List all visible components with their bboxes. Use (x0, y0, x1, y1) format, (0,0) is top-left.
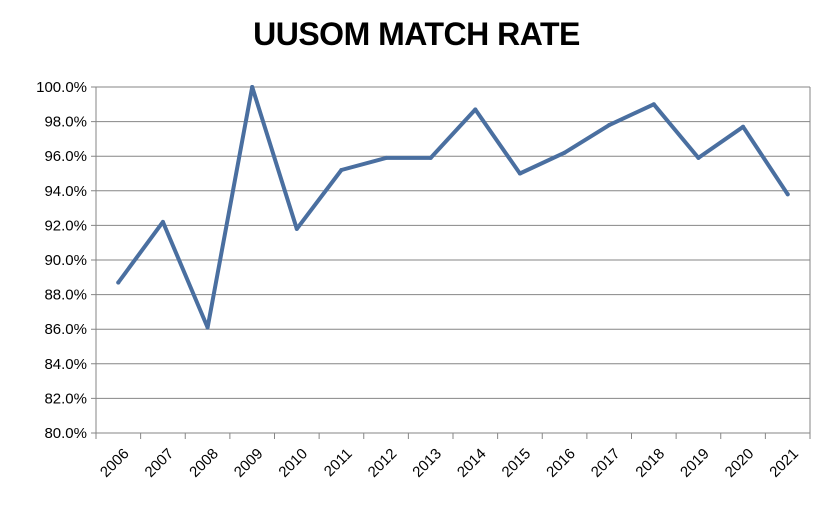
data-point (250, 85, 255, 89)
x-tick-label: 2011 (321, 445, 356, 480)
data-point (428, 155, 433, 160)
data-point (696, 155, 701, 160)
x-tick-label: 2020 (722, 445, 758, 481)
data-point (517, 171, 522, 176)
chart-title: UUSOM MATCH RATE (253, 16, 580, 52)
x-tick-label: 2010 (275, 445, 311, 481)
y-tick-label: 82.0% (44, 390, 87, 407)
data-point (607, 123, 612, 128)
data-point (384, 155, 389, 160)
x-tick-label: 2015 (499, 445, 535, 481)
y-tick-label: 84.0% (44, 356, 87, 373)
x-tick-label: 2018 (632, 445, 668, 481)
data-point (562, 150, 567, 155)
data-point (741, 124, 746, 129)
y-tick-label: 98.0% (44, 114, 87, 131)
y-tick-label: 100.0% (36, 79, 87, 96)
x-tick-label: 2016 (543, 445, 579, 481)
data-point (294, 226, 299, 231)
y-tick-label: 94.0% (44, 183, 87, 200)
x-tick-label: 2008 (186, 445, 222, 481)
x-tick-label: 2006 (97, 445, 133, 481)
x-tick-label: 2013 (409, 445, 445, 481)
x-tick-label: 2007 (142, 445, 178, 481)
data-point (339, 168, 344, 173)
y-tick-label: 92.0% (44, 217, 87, 234)
x-tick-label: 2017 (588, 445, 624, 481)
x-tick-label: 2012 (365, 445, 401, 481)
y-tick-label: 90.0% (44, 252, 87, 269)
data-point (473, 107, 478, 112)
data-point (785, 192, 790, 197)
series-line (116, 85, 790, 330)
x-tick-label: 2021 (766, 445, 802, 481)
x-tick-label: 2009 (231, 445, 267, 481)
data-point (160, 219, 165, 224)
y-tick-label: 88.0% (44, 287, 87, 304)
data-point (116, 280, 121, 285)
x-tick-label: 2019 (677, 445, 713, 481)
data-point (205, 325, 210, 330)
y-tick-label: 96.0% (44, 148, 87, 165)
x-tick-label: 2014 (454, 445, 490, 481)
y-tick-label: 86.0% (44, 321, 87, 338)
y-tick-label: 80.0% (44, 425, 87, 442)
data-point (651, 102, 656, 107)
